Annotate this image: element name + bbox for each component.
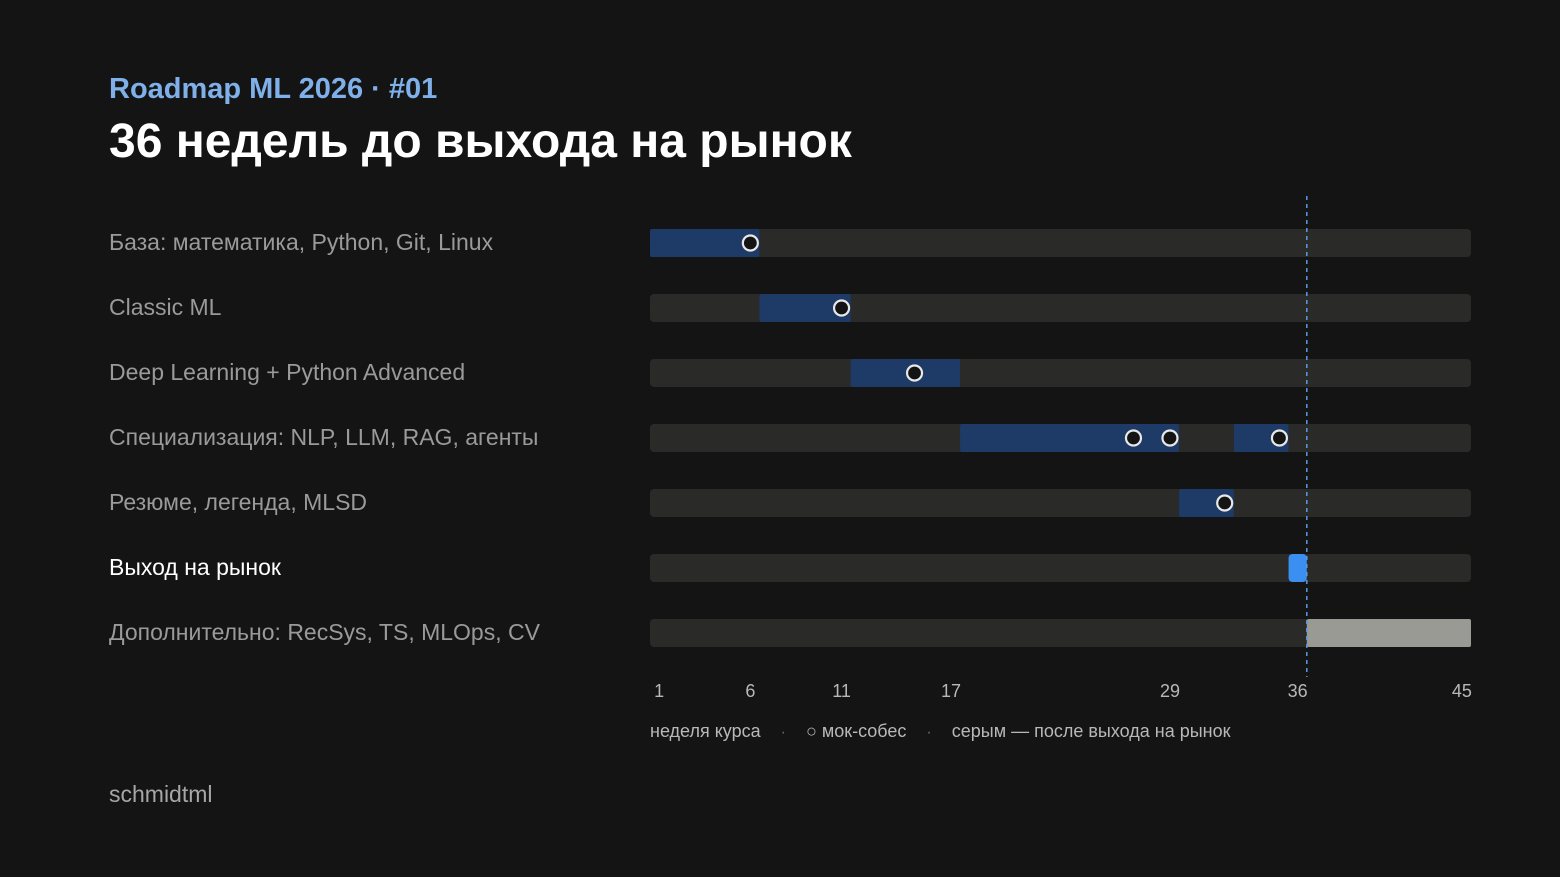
page-title: 36 недель до выхода на рынок: [109, 115, 852, 168]
mock-interview-marker: [1270, 429, 1289, 447]
row-track: [650, 229, 1471, 257]
row-track: [650, 359, 1471, 387]
row-label: Специализация: NLP, LLM, RAG, агенты: [109, 424, 538, 450]
phase-segment: [960, 424, 1180, 452]
mock-interview-marker: [1124, 429, 1143, 447]
market-entry-segment: [1288, 554, 1307, 582]
row-label: База: математика, Python, Git, Linux: [109, 229, 494, 255]
row-track: [650, 554, 1471, 582]
legend-item: ○ мок-собес: [806, 721, 906, 741]
phase-segment: [650, 229, 760, 257]
mock-interview-marker: [741, 234, 759, 252]
row-track: [650, 489, 1471, 517]
extra-segment: [1306, 619, 1471, 647]
row-label: Выход на рынок: [109, 554, 282, 580]
row-label: Дополнительно: RecSys, TS, MLOps, CV: [109, 619, 541, 645]
legend-item: неделя курса: [650, 721, 762, 741]
phase-segment: [759, 294, 851, 322]
author-credit: schmidtml: [109, 781, 213, 807]
legend-separator: ·: [781, 724, 786, 741]
mock-interview-marker: [1216, 494, 1234, 512]
x-tick-label: 17: [941, 681, 961, 701]
x-tick-label: 29: [1160, 681, 1180, 701]
legend-separator: ·: [926, 724, 931, 741]
legend-item: серым — после выхода на рынок: [952, 721, 1231, 741]
x-tick-label: 6: [745, 681, 755, 701]
x-tick-label: 1: [654, 681, 664, 701]
x-tick-label: 36: [1288, 681, 1308, 701]
mock-interview-marker: [905, 364, 924, 382]
row-label: Deep Learning + Python Advanced: [109, 359, 465, 385]
x-tick-label: 11: [832, 681, 851, 701]
row-track: [650, 294, 1471, 322]
kicker: Roadmap ML 2026 · #01: [109, 73, 438, 105]
phase-segment: [850, 359, 961, 387]
x-tick-label: 45: [1452, 681, 1472, 701]
row-track: [650, 619, 1471, 647]
mock-interview-marker: [1161, 429, 1179, 447]
mock-interview-marker: [832, 299, 851, 317]
row-label: Classic ML: [109, 294, 222, 320]
row-label: Резюме, легенда, MLSD: [109, 489, 367, 515]
